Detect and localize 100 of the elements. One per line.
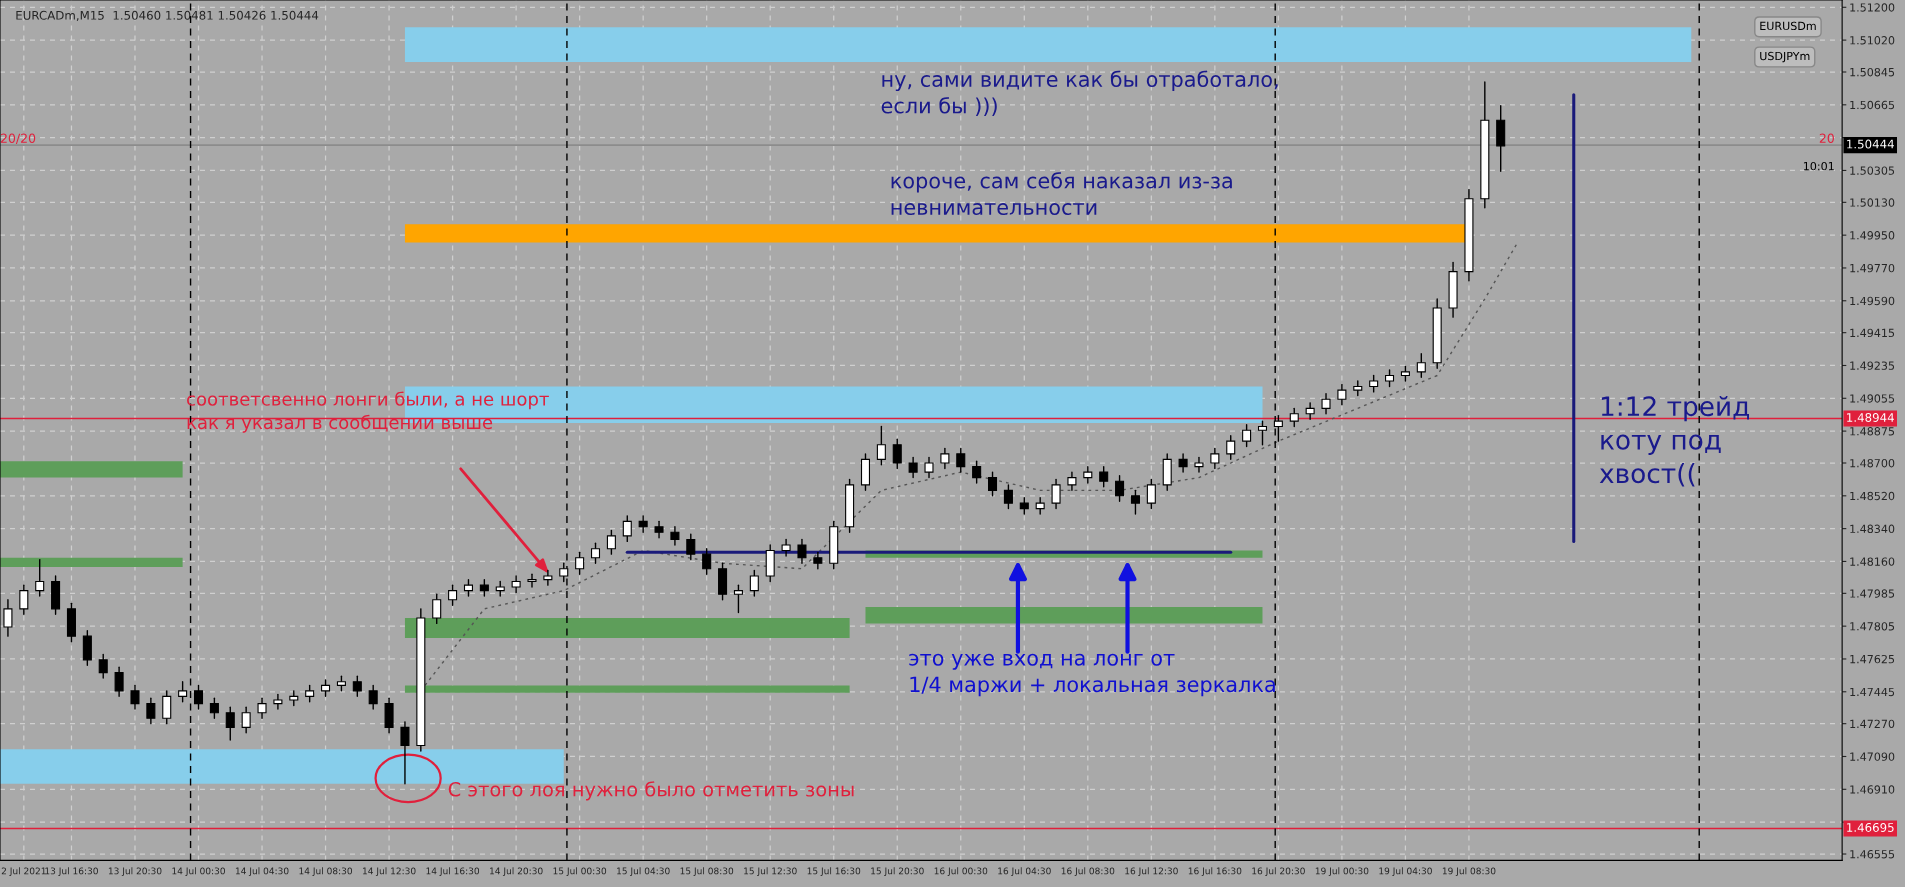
x-tick-label: 14 Jul 12:30 (363, 867, 416, 876)
candlestick (1003, 484, 1013, 510)
y-tick-label: 1.49055 (1850, 394, 1895, 403)
x-tick-label: 14 Jul 08:30 (299, 867, 353, 876)
y-tick-label: 1.50305 (1850, 166, 1895, 175)
candlestick (797, 538, 807, 564)
candlestick (876, 425, 886, 466)
candlestick (543, 569, 553, 586)
candlestick (575, 551, 585, 575)
x-tick-label: 16 Jul 12:30 (1125, 867, 1178, 876)
annotation: EURUSDm (1760, 21, 1816, 31)
candlestick (1226, 434, 1236, 461)
x-tick-label: 14 Jul 00:30 (172, 867, 225, 876)
candlestick (19, 584, 29, 615)
x-tick-label: 15 Jul 20:30 (871, 867, 924, 876)
y-tick-label: 1.46555 (1850, 849, 1895, 859)
y-tick-label: 1.49235 (1850, 361, 1895, 370)
y-tick-label: 1.47090 (1850, 752, 1895, 761)
candlestick (384, 697, 394, 734)
candlestick (114, 666, 124, 698)
x-tick-label: 16 Jul 08:30 (1061, 867, 1115, 876)
annotation: ну, сами видите как бы отработало, если бы ))) (881, 70, 1278, 116)
y-tick-label: 1.50130 (1850, 198, 1895, 207)
candlestick (146, 697, 156, 725)
candlestick (1178, 453, 1188, 473)
annotation: 20/20 (0, 133, 36, 145)
candlestick (1242, 424, 1252, 448)
annotation: короче, сам себя наказал из-за невнимательности (891, 172, 1232, 216)
y-tick-label: 1.48160 (1850, 557, 1895, 566)
x-tick-label: 15 Jul 16:30 (807, 867, 861, 876)
x-tick-label: 19 Jul 04:30 (1379, 867, 1432, 876)
y-tick-label: 1.49770 (1850, 263, 1895, 273)
annotation: USDJPYm (1760, 51, 1810, 63)
annotation: 10:01 (1803, 161, 1834, 171)
x-tick-label: 19 Jul 00:30 (1315, 867, 1369, 876)
candlestick (1099, 465, 1109, 488)
y-tick-label: 1.49415 (1850, 328, 1895, 338)
annotation: С этого лоя нужно было отметить зоны (448, 781, 854, 801)
candlestick (670, 526, 680, 546)
candlestick (940, 447, 950, 470)
y-tick-label: 1.47985 (1850, 589, 1895, 598)
candlestick (209, 697, 219, 719)
x-tick-label: 15 Jul 04:30 (617, 867, 670, 876)
candlestick (908, 456, 918, 479)
candlestick (3, 599, 13, 637)
candlestick (892, 438, 902, 470)
candlestick (1321, 393, 1331, 415)
x-tick-label: 14 Jul 04:30 (235, 867, 289, 876)
y-tick-label: 1.48875 (1850, 427, 1895, 436)
candlestick (972, 460, 982, 484)
y-tick-label: 1.49950 (1850, 231, 1895, 240)
candlestick (448, 584, 458, 606)
x-tick-label: 16 Jul 04:30 (998, 867, 1051, 876)
candlestick (352, 675, 362, 698)
candlestick (1067, 471, 1077, 492)
candlestick (1416, 352, 1426, 379)
x-tick-label: 13 Jul 16:30 (45, 867, 98, 876)
candlestick (988, 471, 998, 497)
candlestick (590, 542, 601, 564)
candlestick (400, 721, 410, 785)
candlestick (1194, 456, 1204, 473)
candlestick (225, 706, 235, 741)
candlestick (193, 684, 204, 710)
candlestick (749, 569, 759, 597)
ref-line-label: 1.50444 (1847, 139, 1894, 149)
x-tick-label: 2 Jul 2021 (1, 867, 46, 876)
candlestick (638, 515, 648, 533)
ref-line-label: 1.48944 (1847, 413, 1894, 422)
candlestick (35, 558, 45, 597)
x-tick-label: 16 Jul 16:30 (1188, 867, 1242, 876)
y-tick-label: 1.47625 (1850, 654, 1895, 664)
candlestick (924, 456, 934, 479)
y-tick-label: 1.47445 (1850, 687, 1895, 697)
x-tick-label: 15 Jul 12:30 (744, 867, 797, 876)
candlestick (130, 684, 140, 710)
candlestick (241, 706, 251, 734)
y-tick-label: 1.47805 (1850, 622, 1895, 631)
candlestick (527, 573, 537, 588)
annotation: 20 (1819, 133, 1834, 144)
candlestick (98, 653, 108, 679)
candlestick (368, 684, 378, 710)
annotation: 1:12 трейд коту под хвост(( (1599, 395, 1749, 487)
candlestick (1115, 475, 1125, 502)
y-tick-label: 1.47270 (1850, 719, 1895, 729)
candlestick (162, 690, 172, 725)
candlestick (1130, 489, 1140, 515)
candlestick (686, 533, 696, 561)
y-tick-label: 1.49590 (1850, 296, 1895, 306)
candlestick (1210, 447, 1220, 470)
candlestick (1337, 383, 1347, 406)
candlestick (1051, 478, 1061, 510)
y-tick-label: 1.50845 (1850, 67, 1895, 77)
x-tick-label: 13 Jul 20:30 (108, 867, 162, 876)
candlestick (511, 575, 521, 594)
x-tick-label: 14 Jul 16:30 (426, 867, 480, 876)
candlestick (702, 547, 712, 575)
candlestick (606, 529, 616, 555)
candlestick (432, 593, 442, 625)
candlestick (273, 693, 283, 710)
y-tick-label: 1.51020 (1850, 36, 1895, 45)
